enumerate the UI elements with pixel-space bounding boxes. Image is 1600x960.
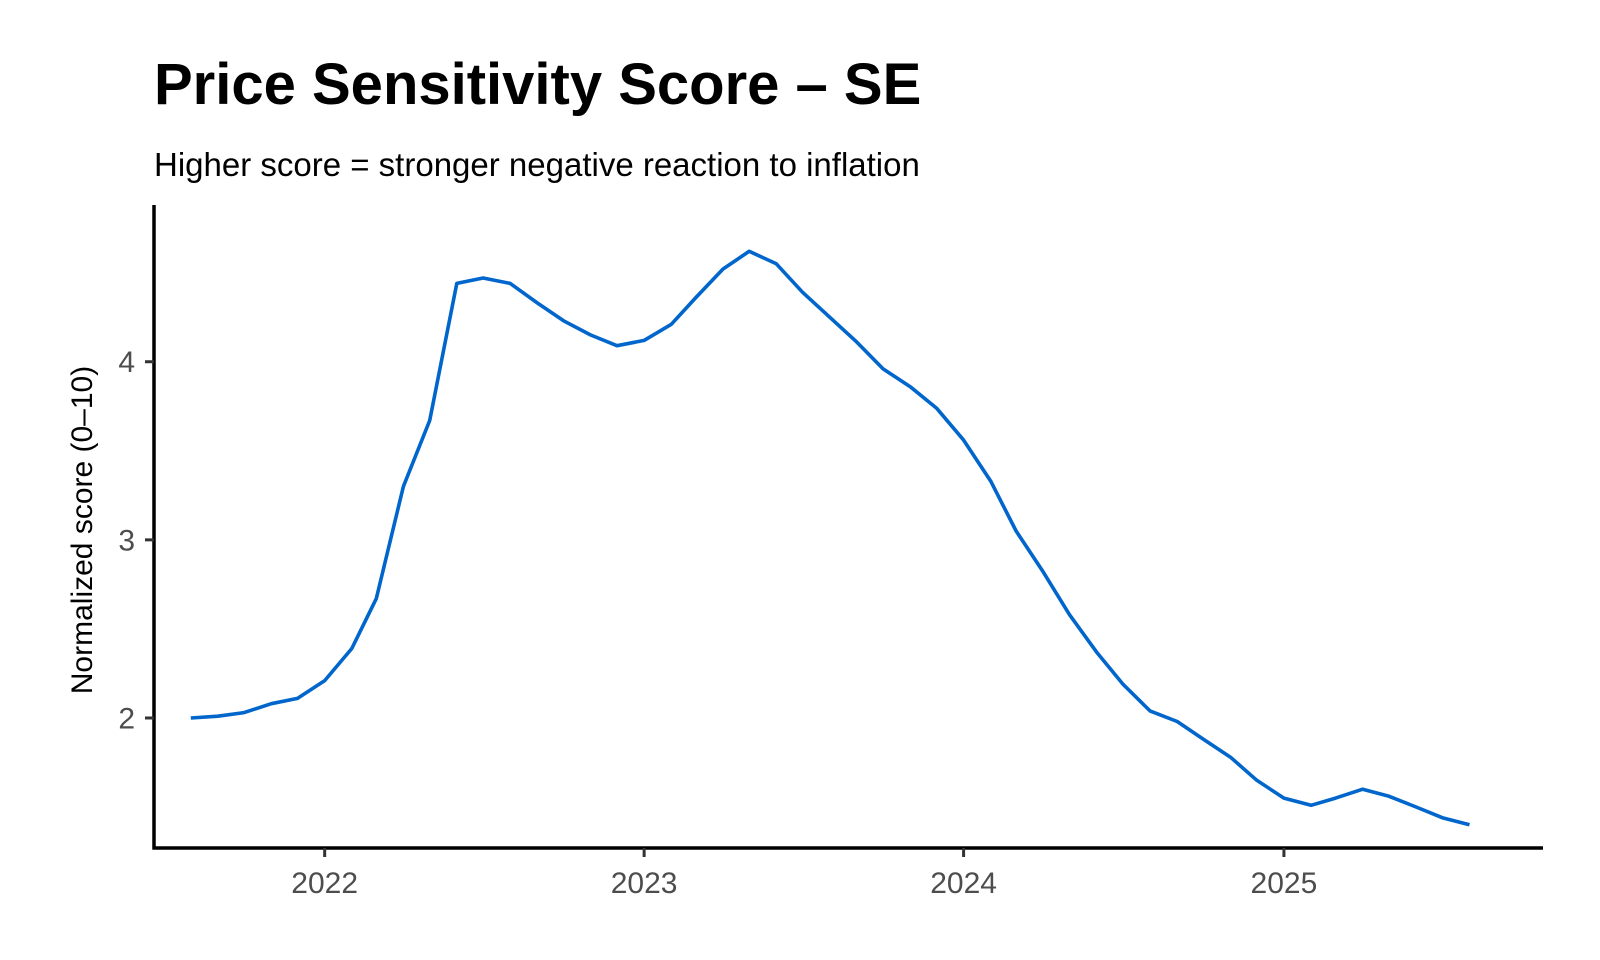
data-point — [1068, 613, 1071, 616]
y-tick-label: 4 — [118, 346, 135, 379]
data-point — [1202, 738, 1205, 741]
data-point — [1441, 816, 1444, 819]
data-point — [270, 702, 273, 705]
data-point — [1282, 797, 1285, 800]
data-point — [935, 407, 938, 410]
data-point — [189, 716, 192, 719]
x-tick-label: 2023 — [611, 867, 678, 900]
data-point — [909, 385, 912, 388]
y-tick-label: 3 — [118, 524, 135, 557]
chart-subtitle: Higher score = stronger negative reactio… — [154, 146, 920, 183]
data-point — [748, 250, 751, 253]
data-point — [882, 367, 885, 370]
data-point — [1468, 823, 1471, 826]
data-point — [1229, 756, 1232, 759]
data-point — [694, 296, 697, 299]
data-point — [1387, 795, 1390, 798]
data-point — [455, 282, 458, 285]
data-point — [402, 485, 405, 488]
x-axis: 2022 2023 2024 2025 — [152, 846, 1543, 900]
x-tick-label: 2025 — [1251, 867, 1318, 900]
data-point — [855, 341, 858, 344]
data-point — [1121, 683, 1124, 686]
data-point — [670, 323, 673, 326]
data-point — [615, 344, 618, 347]
data-point — [801, 291, 804, 294]
x-tick-label: 2022 — [291, 867, 358, 900]
chart-title: Price Sensitivity Score – SE — [154, 52, 922, 117]
series-layer — [189, 249, 1471, 827]
data-point — [643, 339, 646, 342]
data-point — [562, 319, 565, 322]
data-point — [509, 282, 512, 285]
data-point — [1015, 529, 1018, 532]
data-point — [962, 439, 965, 442]
data-point — [989, 480, 992, 483]
y-axis: 2 3 4 — [118, 205, 156, 850]
data-point — [375, 597, 378, 600]
data-point — [1095, 651, 1098, 654]
data-point — [1361, 788, 1364, 791]
data-point — [1255, 779, 1258, 782]
data-point — [323, 679, 326, 682]
data-point — [428, 419, 431, 422]
data-point — [1310, 804, 1313, 807]
data-point — [536, 301, 539, 304]
data-point — [721, 268, 724, 271]
x-tick-label: 2024 — [930, 867, 997, 900]
data-point — [1148, 709, 1151, 712]
data-point — [828, 316, 831, 319]
y-tick-label: 2 — [118, 702, 135, 735]
data-point — [589, 333, 592, 336]
series-line — [190, 249, 1470, 827]
data-point — [1334, 797, 1337, 800]
data-point — [1042, 570, 1045, 573]
data-point — [1176, 720, 1179, 723]
data-point — [1415, 805, 1418, 808]
data-point — [296, 697, 299, 700]
data-point — [775, 262, 778, 265]
data-point — [482, 276, 485, 279]
data-point — [350, 647, 353, 650]
data-point — [243, 711, 246, 714]
data-point — [216, 715, 219, 718]
y-axis-title: Normalized score (0–10) — [66, 366, 99, 694]
